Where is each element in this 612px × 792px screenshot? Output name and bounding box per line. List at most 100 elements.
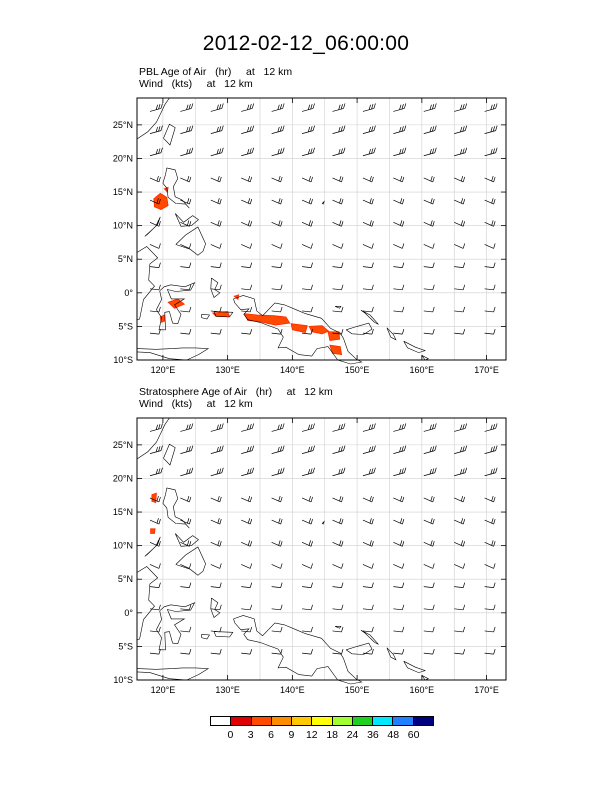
strat-wind-barb — [484, 563, 496, 569]
pbl-wind-barb — [423, 220, 435, 227]
strat-wind-barb — [301, 445, 315, 454]
colorbar-label: 48 — [387, 729, 400, 741]
pbl-wind-barb — [180, 284, 192, 291]
pbl-wind-barb — [454, 147, 468, 157]
strat-wind-barb — [241, 626, 253, 633]
pbl-coastline — [345, 322, 373, 335]
pbl-wind-barb — [454, 284, 466, 291]
pbl-wind-barb — [484, 262, 496, 268]
strat-wind-barb — [149, 423, 163, 432]
panel1-caption-line1: PBL Age of Air (hr) at 12 km — [139, 66, 293, 78]
strat-wind-barb — [423, 423, 437, 432]
strat-wind-barb — [180, 626, 192, 633]
strat-coastline — [386, 647, 397, 661]
strat-wind-barb — [423, 445, 437, 454]
pbl-lat-label: 5°N — [118, 254, 133, 264]
pbl-wind-barb — [484, 125, 498, 134]
strat-wind-barb — [362, 626, 374, 633]
strat-lat-label: 15°N — [113, 507, 133, 517]
strat-coastline — [162, 487, 190, 529]
pbl-coastline — [421, 355, 430, 361]
colorbar-label: 6 — [268, 729, 274, 741]
pbl-wind-barb — [423, 243, 435, 249]
strat-wind-barb — [210, 649, 222, 655]
pbl-wind-barb — [210, 147, 224, 157]
strat-wind-barb — [271, 467, 285, 477]
strat-coastline — [201, 634, 211, 640]
pbl-coastline — [136, 246, 159, 320]
strat-wind-barb — [362, 649, 374, 655]
strat-wind-barb — [149, 604, 161, 611]
pbl-coastline — [334, 306, 342, 309]
pbl-wind-barb — [241, 306, 253, 313]
pbl-wind-barb — [241, 125, 255, 134]
pbl-wind-barb — [393, 198, 405, 205]
pbl-wind-barb — [393, 262, 405, 268]
strat-wind-barb — [149, 626, 161, 633]
pbl-wind-barb — [271, 262, 283, 268]
strat-wind-barb — [180, 518, 192, 525]
pbl-wind-barb — [180, 198, 192, 205]
strat-wind-barb — [271, 518, 283, 525]
pbl-lon-label: 120°E — [151, 365, 176, 375]
strat-wind-barb — [484, 626, 496, 633]
strat-wind-barb — [332, 582, 344, 588]
pbl-wind-barb — [180, 175, 192, 183]
strat-wind-barb — [332, 495, 344, 503]
pbl-coastline — [321, 200, 325, 205]
strat-wind-barb — [149, 518, 161, 525]
strat-wind-barb — [423, 649, 435, 655]
strat-coastline — [213, 631, 234, 638]
strat-coastline — [233, 615, 363, 685]
strat-wind-barb — [393, 626, 405, 633]
colorbar-label: 36 — [367, 729, 379, 741]
pbl-coastline — [360, 310, 379, 325]
strat-wind-barb — [241, 540, 253, 547]
strat-wind-barb — [180, 563, 192, 569]
pbl-wind-barb — [362, 220, 374, 227]
strat-lon-label: 170°E — [474, 685, 499, 695]
pbl-wind-barb — [423, 175, 435, 183]
pbl-wind-barb — [149, 262, 161, 268]
colorbar-swatch — [251, 717, 272, 725]
pbl-wind-barb — [362, 147, 376, 157]
pbl-wind-barb — [180, 147, 194, 157]
strat-wind-barb — [332, 540, 344, 547]
colorbar-swatch — [211, 717, 232, 725]
pbl-wind-barb — [454, 125, 468, 134]
pbl-wind-barb — [393, 284, 405, 291]
pbl-wind-barb — [423, 198, 435, 205]
strat-coastline — [175, 546, 206, 576]
pbl-wind-barb — [362, 175, 374, 183]
colorbar-label: 60 — [407, 729, 420, 741]
pbl-lon-label: 160°E — [410, 365, 435, 375]
pbl-wind-barb — [362, 125, 376, 134]
strat-wind-barb — [332, 445, 346, 454]
strat-wind-barb — [423, 467, 437, 477]
strat-coastline — [334, 626, 342, 629]
strat-wind-barb — [362, 423, 376, 432]
pbl-wind-barb — [484, 329, 496, 335]
pbl-wind-barb — [393, 103, 407, 112]
pbl-wind-barbs — [149, 103, 498, 335]
strat-wind-barb — [210, 423, 224, 432]
pbl-coastline — [136, 97, 170, 140]
pbl-age-map: 25°N 20°N 15°N 10°N 5°N 0° 5°S 10°S 120°E 130°E 14… — [113, 97, 507, 375]
pbl-wind-barb — [484, 220, 496, 227]
strat-map-frame — [136, 417, 507, 681]
pbl-wind-barb — [271, 220, 283, 227]
strat-wind-barb — [362, 563, 374, 569]
strat-wind-barb — [484, 604, 496, 611]
pbl-wind-barb — [180, 262, 192, 268]
strat-wind-barb — [332, 649, 344, 655]
strat-wind-barb — [393, 518, 405, 525]
pbl-wind-barb — [362, 284, 374, 291]
pbl-wind-barb — [210, 103, 224, 112]
panel2-caption-line1: Stratosphere Age of Air (hr) at 12 km — [139, 386, 333, 398]
pbl-wind-barb — [149, 175, 161, 183]
pbl-wind-barb — [484, 103, 498, 112]
strat-wind-barb — [210, 467, 224, 477]
strat-wind-barb — [393, 445, 407, 454]
pbl-wind-barb — [149, 125, 163, 134]
strat-wind-barb — [180, 495, 192, 503]
